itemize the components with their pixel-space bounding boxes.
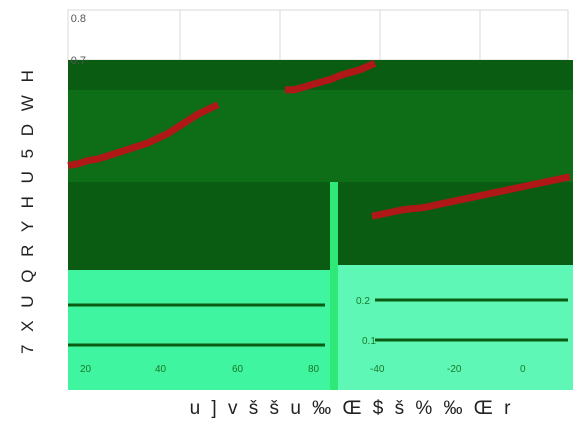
series-line-1 (285, 60, 377, 94)
band-lower-right (338, 265, 573, 390)
plot-frame (67, 9, 569, 61)
x-axis-title: u ] v š š u ‰ Œ $ š % ‰ Œ r (189, 398, 511, 419)
band-lower-left (68, 270, 330, 390)
x-tick-label-2: 60 (232, 364, 244, 375)
series-lines (67, 60, 571, 220)
grid-lines (179, 10, 481, 60)
y-tick-label-0: 0.8 (71, 13, 86, 25)
band-upper (68, 90, 573, 182)
background-bands (67, 9, 573, 390)
mid-tick-label-1: 0.1 (362, 336, 376, 347)
divider-strip (330, 182, 338, 390)
x-tick-label-1: 40 (155, 364, 167, 375)
x-tick-label-6: 0 (520, 364, 526, 375)
x-tick-label-3: 80 (308, 364, 320, 375)
series-line-2 (371, 173, 571, 220)
tick-labels: 0.8 0.7 0.2 0.1 20 40 60 80 -40 -20 0 (71, 13, 526, 375)
y-axis-title: 7 X U Q R Y H U 5 D W H (18, 66, 37, 354)
x-tick-label-5: -20 (447, 364, 462, 375)
mid-tick-label-0: 0.2 (356, 296, 370, 307)
x-tick-label-4: -40 (370, 364, 385, 375)
x-tick-label-0: 20 (80, 364, 92, 375)
series-line-0 (67, 101, 220, 169)
y-tick-label-1: 0.7 (71, 55, 86, 67)
